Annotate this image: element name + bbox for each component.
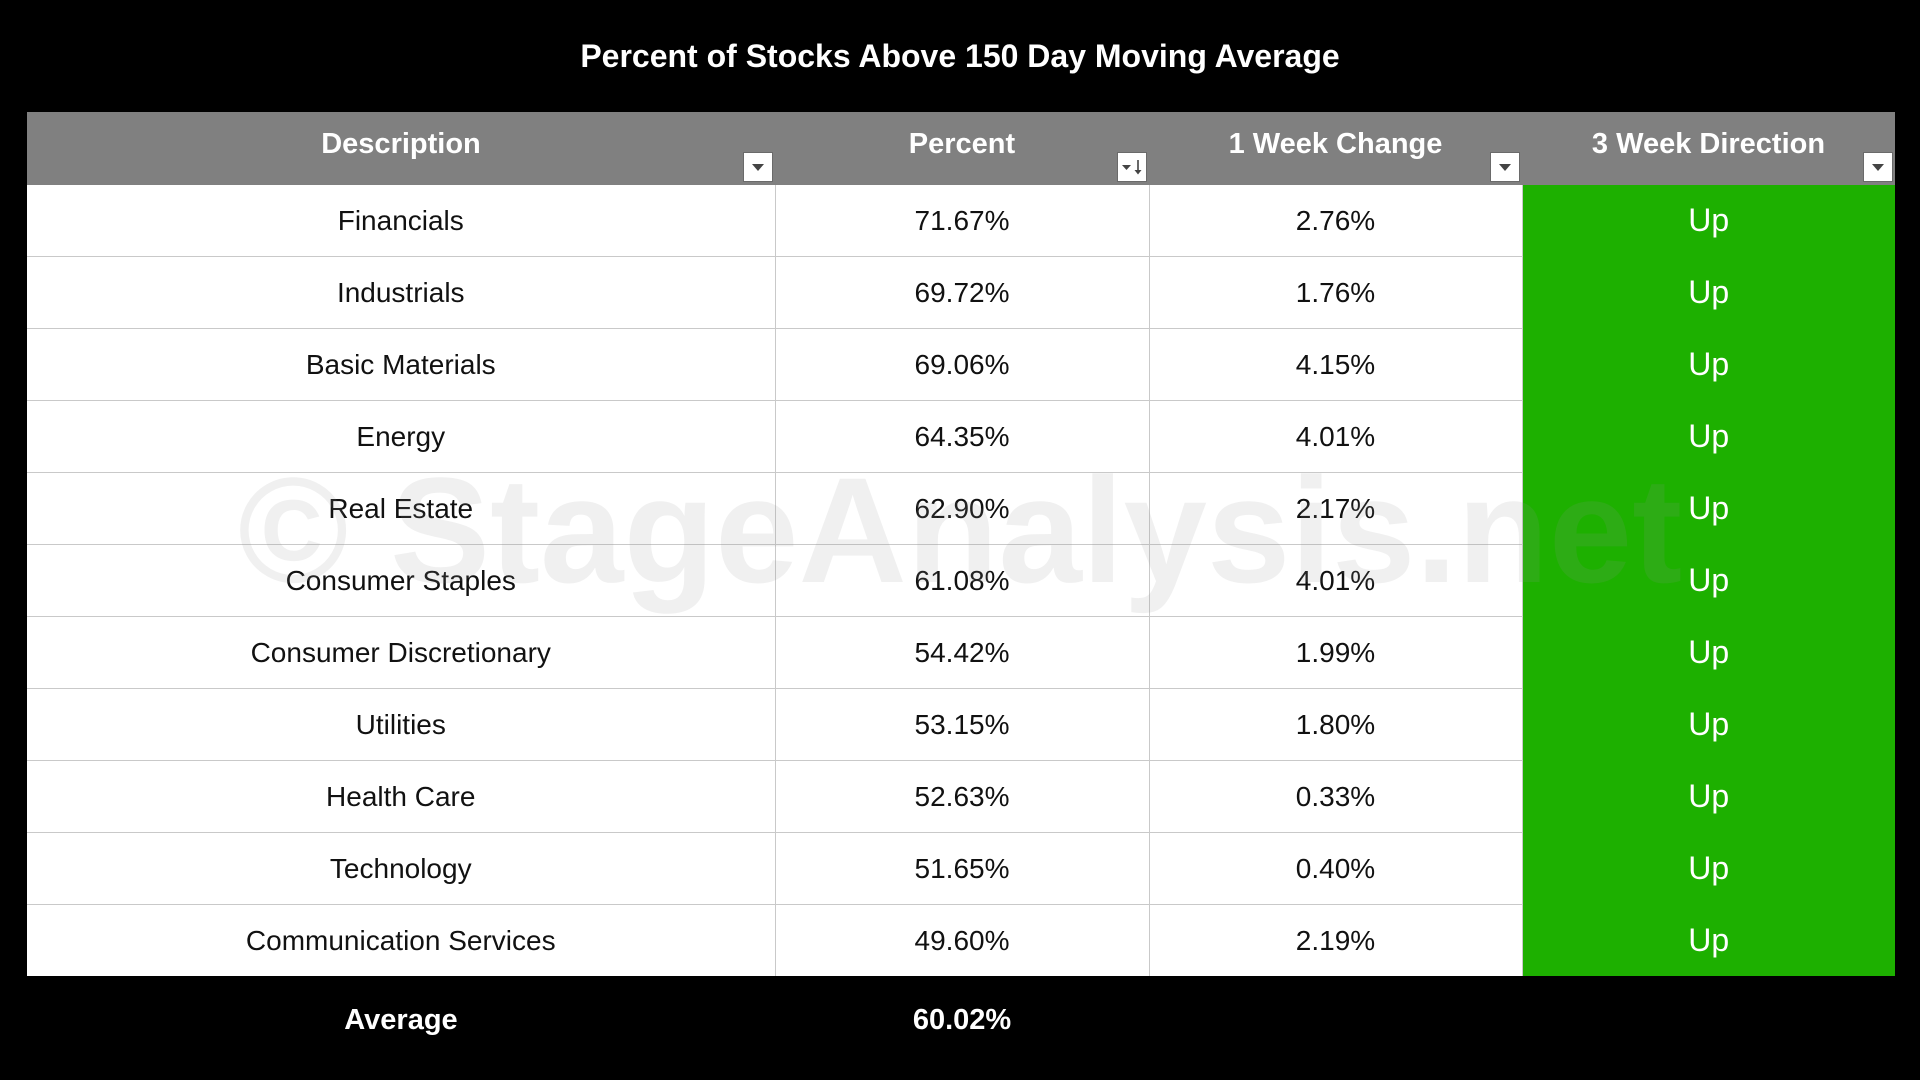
- cell-description: Consumer Staples: [27, 544, 776, 617]
- column-header-label: 1 Week Change: [1228, 128, 1443, 160]
- cell-direction: Up: [1522, 616, 1895, 689]
- column-header-label: Percent: [908, 128, 1016, 160]
- table-row: Technology 51.65% 0.40% Up: [27, 832, 1895, 905]
- cell-percent: 61.08%: [775, 544, 1150, 617]
- chart-title: Percent of Stocks Above 150 Day Moving A…: [580, 38, 1340, 74]
- filter-dropdown-icon[interactable]: [1490, 152, 1520, 182]
- cell-direction: Up: [1522, 400, 1895, 473]
- cell-description: Consumer Discretionary: [27, 616, 776, 689]
- cell-direction: Up: [1522, 832, 1895, 905]
- table-row: Utilities 53.15% 1.80% Up: [27, 688, 1895, 761]
- table-row: Industrials 69.72% 1.76% Up: [27, 256, 1895, 329]
- cell-week-change: 2.76%: [1149, 185, 1523, 257]
- column-header-label: 3 Week Direction: [1591, 128, 1826, 160]
- cell-description: Basic Materials: [27, 328, 776, 401]
- data-table: Description Percent: [27, 112, 1895, 976]
- cell-direction: Up: [1522, 760, 1895, 833]
- column-header-percent: Percent: [775, 112, 1149, 185]
- cell-percent: 51.65%: [775, 832, 1150, 905]
- cell-direction: Up: [1522, 688, 1895, 761]
- cell-description: Industrials: [27, 256, 776, 329]
- data-table-container: Description Percent: [27, 112, 1895, 976]
- column-header-week-change: 1 Week Change: [1149, 112, 1522, 185]
- column-header-description: Description: [27, 112, 775, 185]
- table-row: Health Care 52.63% 0.33% Up: [27, 760, 1895, 833]
- cell-percent: 69.06%: [775, 328, 1150, 401]
- cell-week-change: 0.33%: [1149, 760, 1523, 833]
- cell-direction: Up: [1522, 185, 1895, 257]
- table-row: Financials 71.67% 2.76% Up: [27, 185, 1895, 257]
- cell-week-change: 1.80%: [1149, 688, 1523, 761]
- table-row: Consumer Discretionary 54.42% 1.99% Up: [27, 616, 1895, 689]
- cell-week-change: 4.01%: [1149, 400, 1523, 473]
- cell-description: Energy: [27, 400, 776, 473]
- cell-percent: 49.60%: [775, 904, 1150, 976]
- cell-direction: Up: [1522, 544, 1895, 617]
- filter-dropdown-icon[interactable]: [1863, 152, 1893, 182]
- cell-description: Utilities: [27, 688, 776, 761]
- cell-week-change: 0.40%: [1149, 832, 1523, 905]
- header-row: Description Percent: [27, 112, 1895, 185]
- cell-description: Technology: [27, 832, 776, 905]
- cell-percent: 64.35%: [775, 400, 1150, 473]
- cell-percent: 52.63%: [775, 760, 1150, 833]
- average-value: 60.02%: [912, 1004, 1012, 1036]
- table-footer: Average 60.02%: [27, 990, 1895, 1050]
- filter-dropdown-icon[interactable]: [743, 152, 773, 182]
- cell-direction: Up: [1522, 256, 1895, 329]
- table-row: Basic Materials 69.06% 4.15% Up: [27, 328, 1895, 401]
- cell-percent: 53.15%: [775, 688, 1150, 761]
- cell-description: Financials: [27, 185, 776, 257]
- column-header-direction: 3 Week Direction: [1522, 112, 1895, 185]
- cell-description: Communication Services: [27, 904, 776, 976]
- cell-percent: 62.90%: [775, 472, 1150, 545]
- average-label: Average: [344, 1004, 458, 1036]
- cell-direction: Up: [1522, 328, 1895, 401]
- cell-week-change: 2.19%: [1149, 904, 1523, 976]
- table-row: Energy 64.35% 4.01% Up: [27, 400, 1895, 473]
- cell-week-change: 4.01%: [1149, 544, 1523, 617]
- cell-percent: 69.72%: [775, 256, 1150, 329]
- cell-percent: 71.67%: [775, 185, 1150, 257]
- cell-week-change: 1.99%: [1149, 616, 1523, 689]
- cell-description: Health Care: [27, 760, 776, 833]
- table-row: Real Estate 62.90% 2.17% Up: [27, 472, 1895, 545]
- table-body: Financials 71.67% 2.76% Up Industrials 69.72%…: [27, 185, 1895, 976]
- cell-week-change: 2.17%: [1149, 472, 1523, 545]
- cell-week-change: 4.15%: [1149, 328, 1523, 401]
- cell-description: Real Estate: [27, 472, 776, 545]
- cell-direction: Up: [1522, 472, 1895, 545]
- column-header-label: Description: [321, 128, 481, 160]
- cell-direction: Up: [1522, 904, 1895, 976]
- table-row: Consumer Staples 61.08% 4.01% Up: [27, 544, 1895, 617]
- cell-percent: 54.42%: [775, 616, 1150, 689]
- table-row: Communication Services 49.60% 2.19% Up: [27, 904, 1895, 976]
- cell-week-change: 1.76%: [1149, 256, 1523, 329]
- sort-descending-icon[interactable]: [1117, 152, 1147, 182]
